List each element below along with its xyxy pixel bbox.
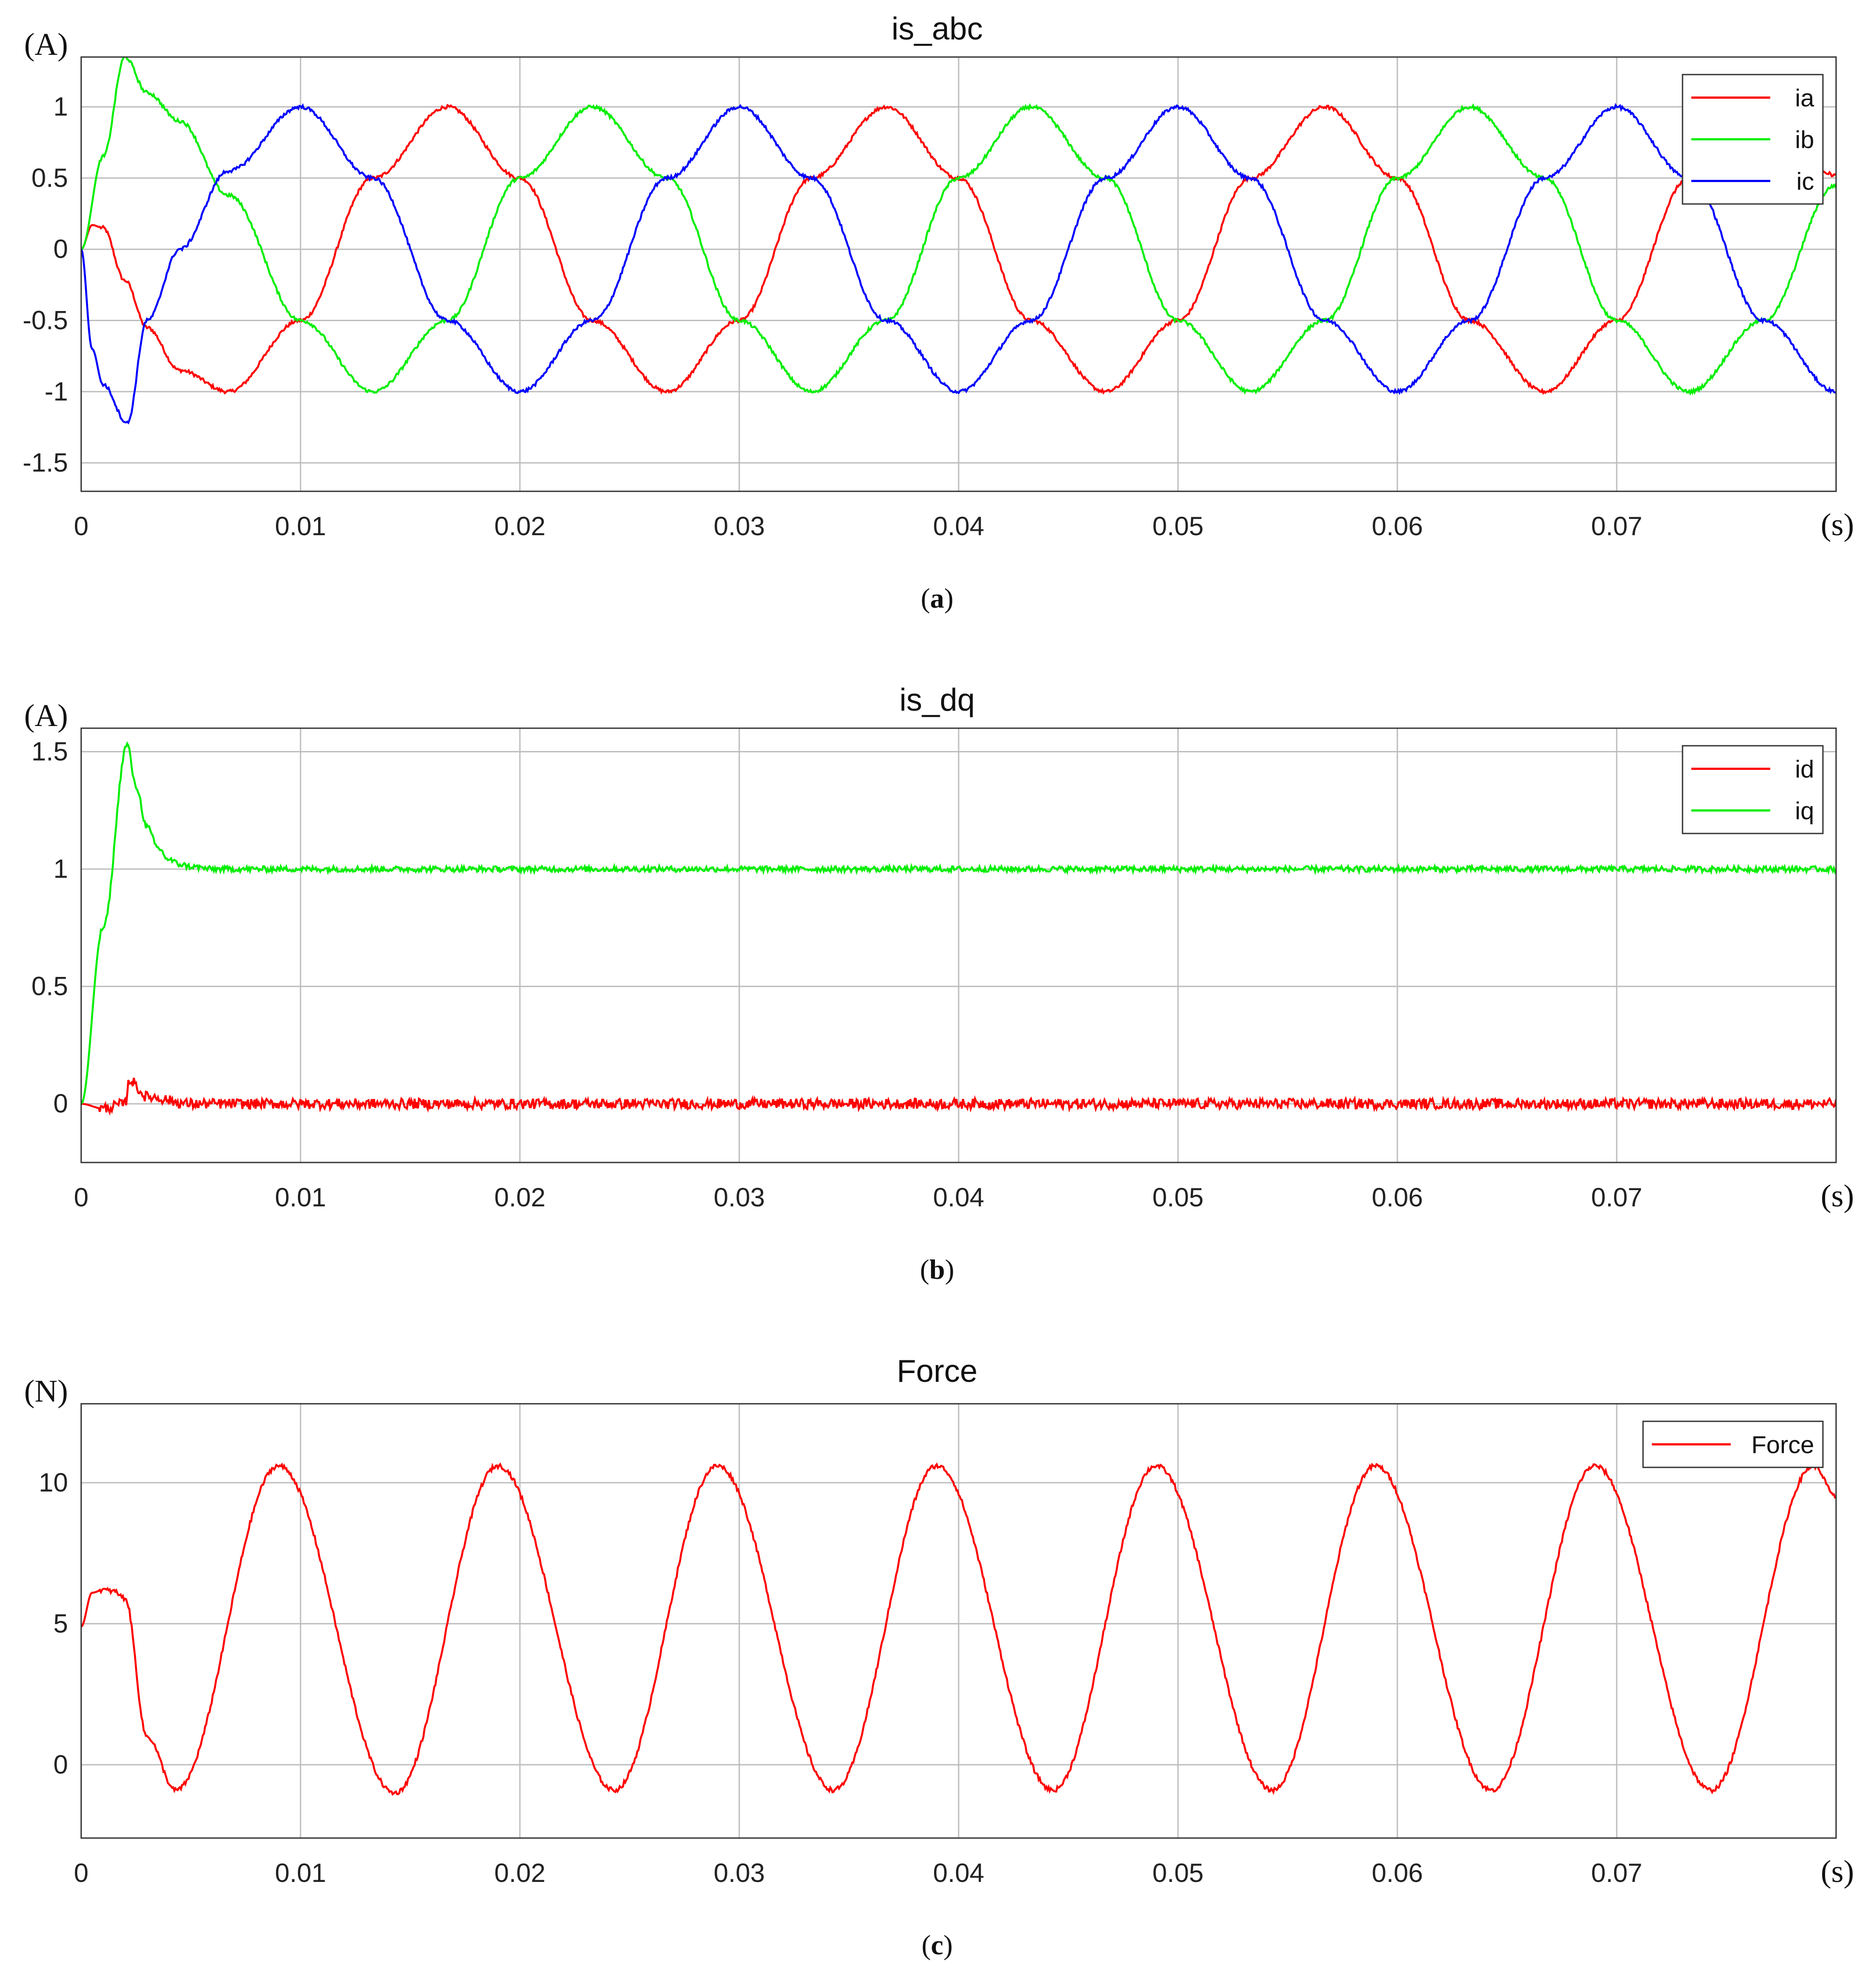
legend-label-iq: iq bbox=[1795, 797, 1814, 825]
panel-c-x-tick-label: 0.06 bbox=[1372, 1858, 1423, 1888]
panel-b-axes-frame bbox=[80, 727, 1837, 1163]
panel-c-y-tick-label: 5 bbox=[54, 1609, 68, 1638]
panel-c-x-tick-label: 0.01 bbox=[275, 1858, 326, 1888]
panel-c-x-unit: (s) bbox=[1821, 1854, 1854, 1889]
panel-b-x-tick-label: 0 bbox=[74, 1183, 88, 1212]
panel-a-caption-letter: a bbox=[930, 583, 944, 614]
panel-c-x-tick-label: 0.02 bbox=[494, 1858, 546, 1888]
panel-a-x-tick-label: 0.07 bbox=[1591, 511, 1643, 541]
panel-a-y-unit: (A) bbox=[24, 27, 68, 62]
legend-label-ic: ic bbox=[1797, 168, 1814, 195]
panel-b-x-tick-label: 0.06 bbox=[1372, 1183, 1423, 1212]
panel-b-x-tick-label: 0.02 bbox=[494, 1183, 546, 1212]
panel-a-caption: (a) bbox=[921, 583, 954, 614]
series-line-ic bbox=[81, 103, 1836, 425]
panel-a-x-tick-label: 0 bbox=[74, 511, 88, 541]
panel-a-legend: ia ib ic bbox=[1682, 74, 1824, 205]
panel-a-x-tick-label: 0.03 bbox=[714, 511, 765, 541]
panel-c-y-unit: (N) bbox=[24, 1374, 68, 1409]
panel-c-title: Force bbox=[897, 1354, 977, 1389]
panel-b-caption-letter: b bbox=[929, 1254, 945, 1285]
panel-c-y-tick-label: 0 bbox=[54, 1750, 68, 1779]
panel-b: is_dq (A) (s) 0 0.01 0.02 0.03 0.04 0.05 0.06 0… bbox=[24, 683, 1854, 1285]
legend-box bbox=[1682, 745, 1824, 834]
panel-b-x-tick-label: 0.03 bbox=[714, 1183, 765, 1212]
panel-c-plot: 0 0.01 0.02 0.03 0.04 0.05 0.06 0.07 0 5 10 bbox=[39, 1403, 1837, 1888]
panel-a: is_abc (A) (s) 0 0.01 0.02 0.03 0.04 0.05 0.06… bbox=[23, 11, 1854, 614]
panel-a-y-tick-label: 1 bbox=[54, 92, 68, 122]
legend-label-id: id bbox=[1795, 755, 1814, 783]
panel-c-x-tick-label: 0.05 bbox=[1153, 1858, 1204, 1888]
legend-label-Force: Force bbox=[1751, 1431, 1814, 1459]
panel-b-y-tick-label: 0 bbox=[54, 1089, 68, 1118]
panel-b-x-tick-label: 0.04 bbox=[933, 1183, 985, 1212]
panel-b-x-unit: (s) bbox=[1821, 1178, 1854, 1213]
panel-c-legend: Force bbox=[1642, 1420, 1824, 1468]
panel-b-x-tick-label: 0.01 bbox=[275, 1183, 326, 1212]
panel-b-x-tick-label: 0.07 bbox=[1591, 1183, 1643, 1212]
panel-b-y-tick-label: 0.5 bbox=[32, 972, 68, 1001]
panel-a-x-tick-label: 0.05 bbox=[1153, 511, 1204, 541]
legend-label-ib: ib bbox=[1795, 126, 1814, 154]
panel-b-caption: (b) bbox=[920, 1254, 954, 1285]
panel-a-title: is_abc bbox=[891, 11, 983, 46]
panel-c-caption: (c) bbox=[921, 1929, 952, 1960]
panel-a-x-tick-label: 0.04 bbox=[933, 511, 985, 541]
panel-a-y-tick-label: -1.5 bbox=[23, 448, 68, 477]
panel-c-axes-frame bbox=[80, 1403, 1837, 1839]
panel-a-axes-frame bbox=[80, 56, 1837, 492]
panel-a-y-tick-label: 0.5 bbox=[32, 163, 68, 193]
panel-c-x-tick-label: 0.07 bbox=[1591, 1858, 1643, 1888]
panel-a-x-tick-label: 0.01 bbox=[275, 511, 326, 541]
panel-b-x-tick-label: 0.05 bbox=[1153, 1183, 1204, 1212]
series-line-iq bbox=[81, 741, 1836, 1105]
panel-b-plot: 0 0.01 0.02 0.03 0.04 0.05 0.06 0.07 0 0.5 1 1.5 bbox=[32, 727, 1837, 1212]
panel-a-y-tick-label: -1 bbox=[45, 377, 68, 406]
series-line-id bbox=[81, 1077, 1836, 1116]
panel-b-legend: id iq bbox=[1682, 745, 1824, 834]
legend-label-ia: ia bbox=[1795, 84, 1814, 112]
panel-a-x-unit: (s) bbox=[1821, 507, 1854, 542]
panel-b-y-tick-label: 1.5 bbox=[32, 737, 68, 766]
panel-c-x-tick-label: 0 bbox=[74, 1858, 88, 1888]
panel-a-y-tick-label: -0.5 bbox=[23, 305, 68, 335]
panel-a-x-tick-label: 0.02 bbox=[494, 511, 546, 541]
panel-c-caption-letter: c bbox=[931, 1929, 943, 1960]
series-line-Force bbox=[81, 1462, 1836, 1796]
panel-c-y-tick-label: 10 bbox=[39, 1468, 68, 1497]
panel-b-y-tick-label: 1 bbox=[54, 854, 68, 883]
panel-a-y-tick-label: 0 bbox=[54, 234, 68, 264]
panel-a-plot: 0 0.01 0.02 0.03 0.04 0.05 0.06 0.07 -1.5 -1 -0.5 0… bbox=[23, 56, 1837, 541]
panel-c: Force (N) (s) 0 0.01 0.02 0.03 0.04 0.05 0.06 0… bbox=[24, 1354, 1854, 1960]
panel-c-x-tick-label: 0.04 bbox=[933, 1858, 985, 1888]
panel-b-title: is_dq bbox=[899, 683, 975, 718]
panel-c-x-tick-label: 0.03 bbox=[714, 1858, 765, 1888]
panel-b-y-unit: (A) bbox=[24, 698, 68, 733]
panel-a-x-tick-label: 0.06 bbox=[1372, 511, 1423, 541]
